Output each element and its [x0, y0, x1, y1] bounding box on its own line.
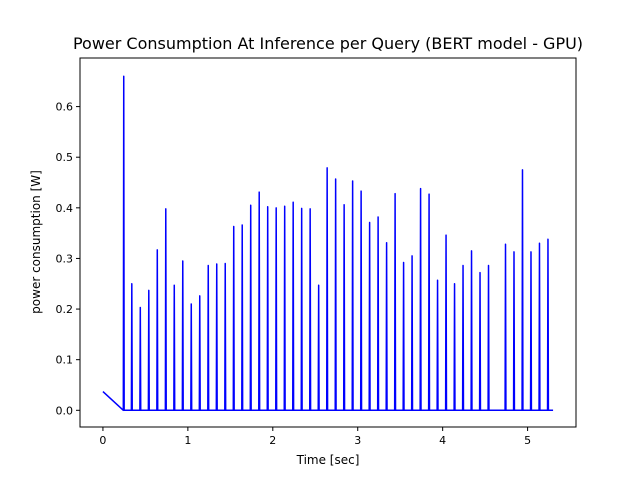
x-tick-label: 5 [524, 434, 531, 447]
x-tick-label: 1 [184, 434, 191, 447]
series-layer [102, 75, 554, 412]
x-tick-label: 0 [99, 434, 106, 447]
y-tick-label: 0.6 [56, 101, 74, 114]
y-axis: 0.0 0.1 0.2 0.3 0.4 0.5 0.6 [56, 101, 80, 417]
x-tick-label: 4 [439, 434, 446, 447]
y-tick-label: 0.1 [56, 354, 74, 367]
chart-title: Power Consumption At Inference per Query… [73, 34, 583, 53]
y-tick-label: 0.4 [56, 202, 74, 215]
y-tick-label: 0.2 [56, 303, 74, 316]
y-tick-label: 0.0 [56, 404, 74, 417]
x-tick-label: 2 [269, 434, 276, 447]
x-axis-label: Time [sec] [296, 453, 360, 467]
y-tick-label: 0.3 [56, 252, 74, 265]
plot-frame [79, 57, 577, 428]
y-tick-label: 0.5 [56, 151, 74, 164]
power-series-line [102, 75, 554, 412]
x-tick-label: 3 [354, 434, 361, 447]
x-axis: 0 1 2 3 4 5 [99, 427, 531, 447]
y-axis-label: power consumption [W] [29, 170, 43, 314]
